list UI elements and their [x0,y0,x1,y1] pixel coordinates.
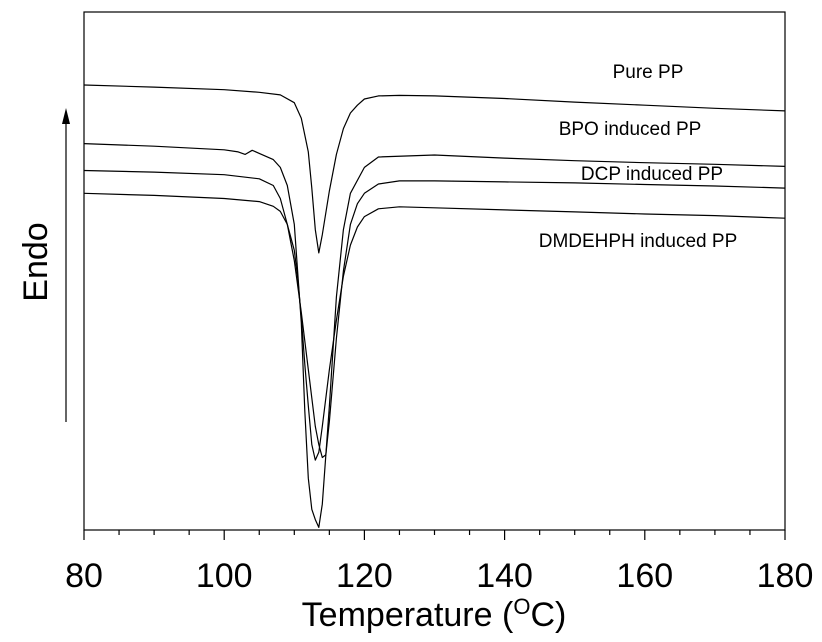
series-label-2: BPO induced PP [559,119,702,140]
x-tick-label: 100 [196,557,253,595]
endo-arrow [62,108,70,422]
y-axis-title: Endo [17,222,55,301]
series-lines [83,84,786,529]
x-axis-ticks [83,530,786,540]
series-line-1 [83,84,786,254]
x-axis-tick-labels: 80 100 120 140 160 180 [65,557,813,595]
series-line-3 [83,169,786,459]
x-tick-label: 160 [616,557,673,595]
series-line-4 [83,192,786,461]
x-tick-label: 140 [476,557,533,595]
plot-frame [83,11,786,531]
series-label-3: DCP induced PP [581,164,723,185]
x-tick-label: 180 [757,557,814,595]
series-labels: Pure PP BPO induced PP DCP induced PP DMDEH… [539,62,738,252]
x-axis-title: Temperature (OC) [302,594,567,634]
x-tick-label: 80 [65,557,103,595]
series-label-4: DMDEHPH induced PP [539,231,738,252]
x-tick-label: 120 [336,557,393,595]
series-line-2 [83,143,786,529]
series-label-1: Pure PP [613,62,684,83]
